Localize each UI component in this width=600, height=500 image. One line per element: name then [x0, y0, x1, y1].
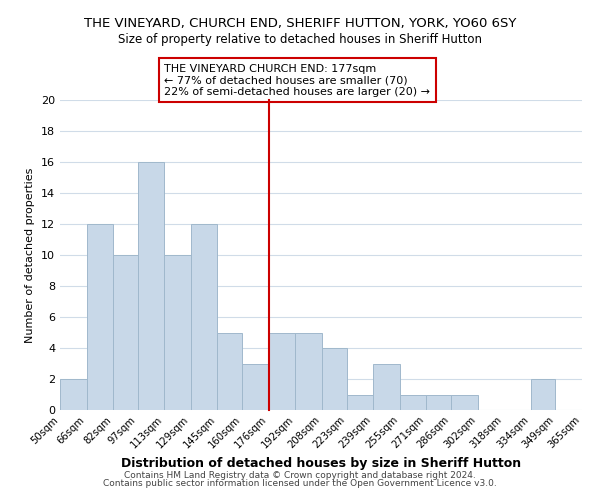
Text: Contains public sector information licensed under the Open Government Licence v3: Contains public sector information licen… — [103, 478, 497, 488]
Bar — [113, 255, 138, 410]
Bar — [530, 379, 556, 410]
Bar — [217, 332, 242, 410]
Bar — [426, 394, 451, 410]
Bar — [86, 224, 113, 410]
X-axis label: Distribution of detached houses by size in Sheriff Hutton: Distribution of detached houses by size … — [121, 458, 521, 470]
Bar — [451, 394, 478, 410]
Text: THE VINEYARD, CHURCH END, SHERIFF HUTTON, YORK, YO60 6SY: THE VINEYARD, CHURCH END, SHERIFF HUTTON… — [84, 18, 516, 30]
Text: Size of property relative to detached houses in Sheriff Hutton: Size of property relative to detached ho… — [118, 32, 482, 46]
Bar — [138, 162, 164, 410]
Text: THE VINEYARD CHURCH END: 177sqm
← 77% of detached houses are smaller (70)
22% of: THE VINEYARD CHURCH END: 177sqm ← 77% of… — [164, 64, 430, 97]
Y-axis label: Number of detached properties: Number of detached properties — [25, 168, 35, 342]
Bar — [164, 255, 191, 410]
Bar — [295, 332, 322, 410]
Bar — [191, 224, 217, 410]
Bar — [60, 379, 86, 410]
Bar — [269, 332, 295, 410]
Bar — [322, 348, 347, 410]
Bar — [242, 364, 269, 410]
Text: Contains HM Land Registry data © Crown copyright and database right 2024.: Contains HM Land Registry data © Crown c… — [124, 471, 476, 480]
Bar — [373, 364, 400, 410]
Bar — [400, 394, 426, 410]
Bar — [347, 394, 373, 410]
